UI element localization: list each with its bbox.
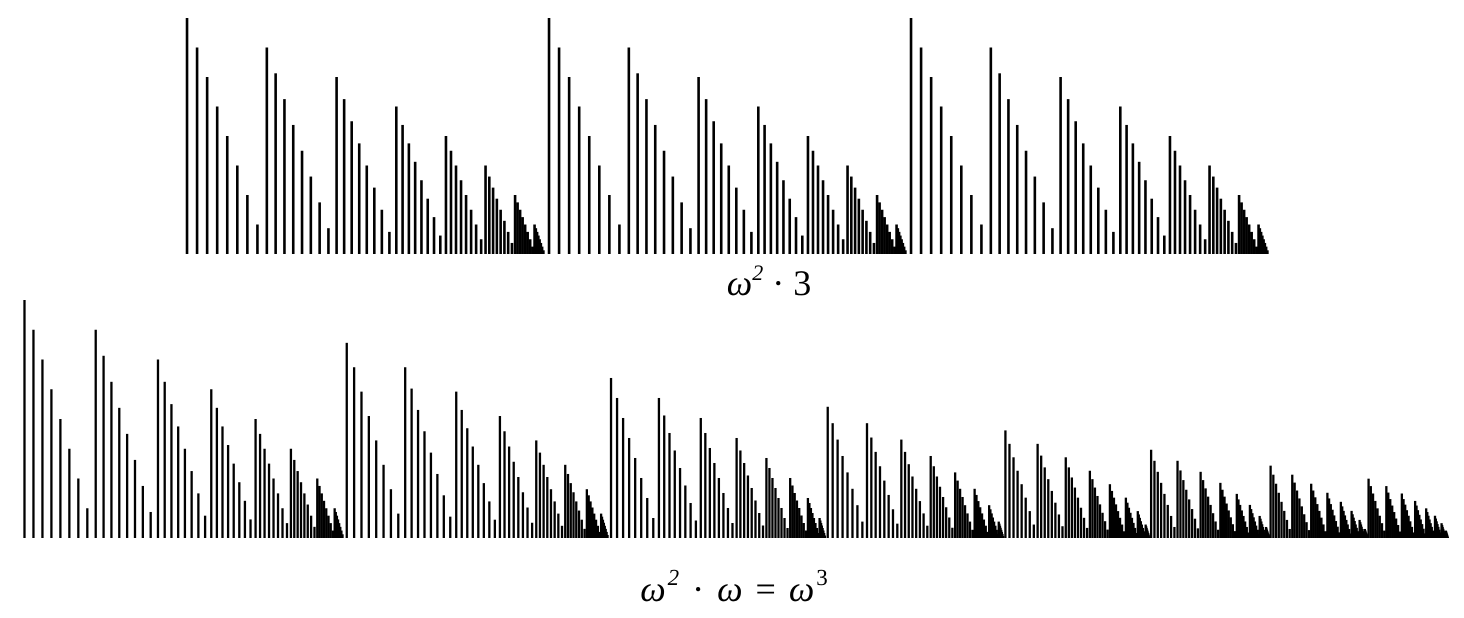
svg-text:ω2 · ω = ω3: ω2 · ω = ω3 (640, 565, 830, 609)
svg-text:ω2 · 3: ω2 · 3 (727, 260, 811, 303)
